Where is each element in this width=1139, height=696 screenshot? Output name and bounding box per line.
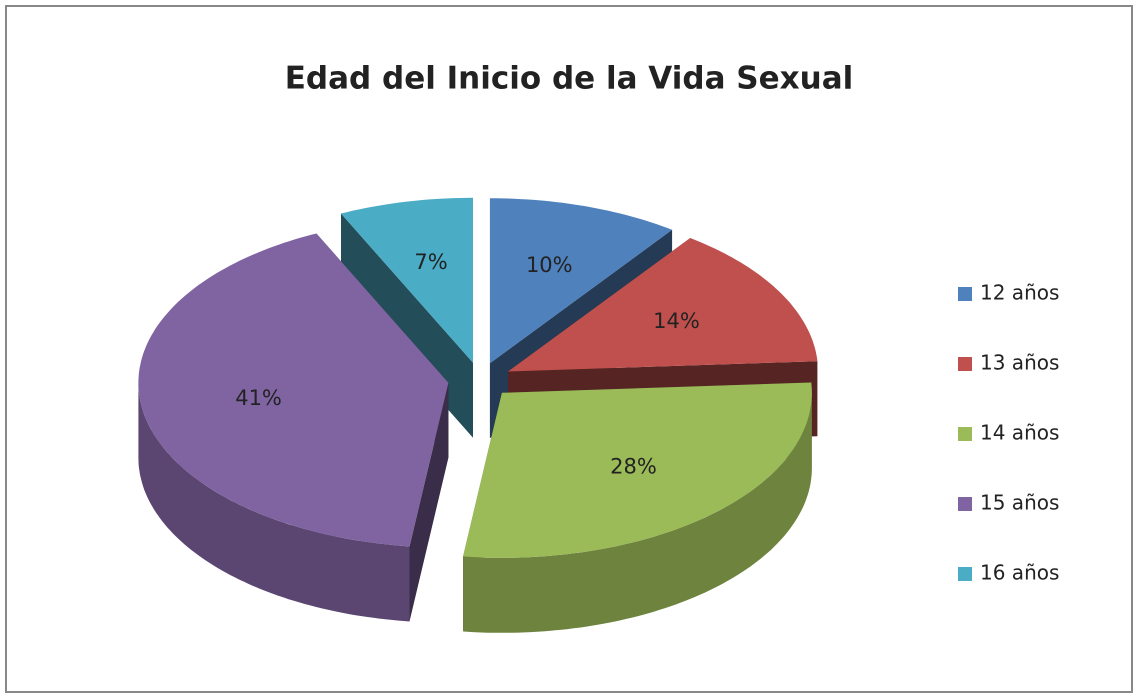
data-label: 41% — [235, 386, 282, 410]
slice-side — [138, 382, 410, 622]
legend-swatch — [958, 567, 972, 581]
data-label: 28% — [610, 454, 657, 478]
data-label: 14% — [653, 309, 700, 333]
pie-slice — [489, 198, 673, 364]
pie-slice — [138, 233, 449, 547]
legend-swatch — [958, 427, 972, 441]
legend-label: 14 años — [980, 421, 1059, 445]
data-label: 7% — [414, 250, 447, 274]
legend-label: 13 años — [980, 351, 1059, 375]
legend-label: 12 años — [980, 281, 1059, 305]
legend-swatch — [958, 497, 972, 511]
slice-side — [463, 392, 812, 633]
pie-slice — [463, 382, 812, 558]
pie-slice — [341, 197, 473, 363]
chart-title: Edad del Inicio de la Vida Sexual — [285, 61, 854, 97]
legend-label: 15 años — [980, 491, 1059, 515]
data-label: 10% — [526, 253, 573, 277]
pie-slice — [508, 238, 818, 372]
legend-label: 16 años — [980, 561, 1059, 585]
legend-swatch — [958, 357, 972, 371]
legend-swatch — [958, 287, 972, 301]
